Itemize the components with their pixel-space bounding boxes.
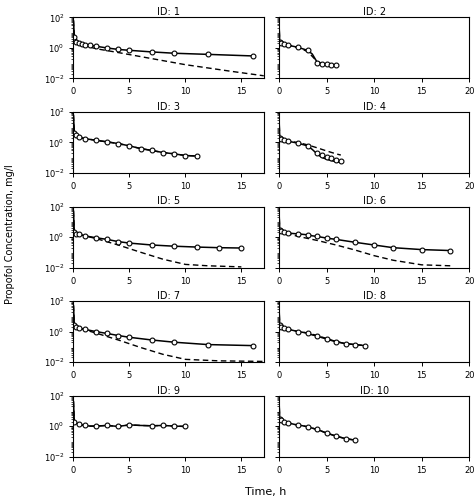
Title: ID: 9: ID: 9 [157, 386, 180, 396]
Text: Time, h: Time, h [245, 487, 286, 497]
Title: ID: 8: ID: 8 [363, 291, 386, 301]
Title: ID: 5: ID: 5 [157, 197, 180, 207]
Title: ID: 6: ID: 6 [363, 197, 386, 207]
Title: ID: 1: ID: 1 [157, 7, 180, 17]
Title: ID: 7: ID: 7 [157, 291, 180, 301]
Title: ID: 10: ID: 10 [360, 386, 389, 396]
Title: ID: 2: ID: 2 [363, 7, 386, 17]
Title: ID: 3: ID: 3 [157, 102, 180, 112]
Text: Propofol Concentration, mg/l: Propofol Concentration, mg/l [5, 165, 15, 304]
Title: ID: 4: ID: 4 [363, 102, 386, 112]
